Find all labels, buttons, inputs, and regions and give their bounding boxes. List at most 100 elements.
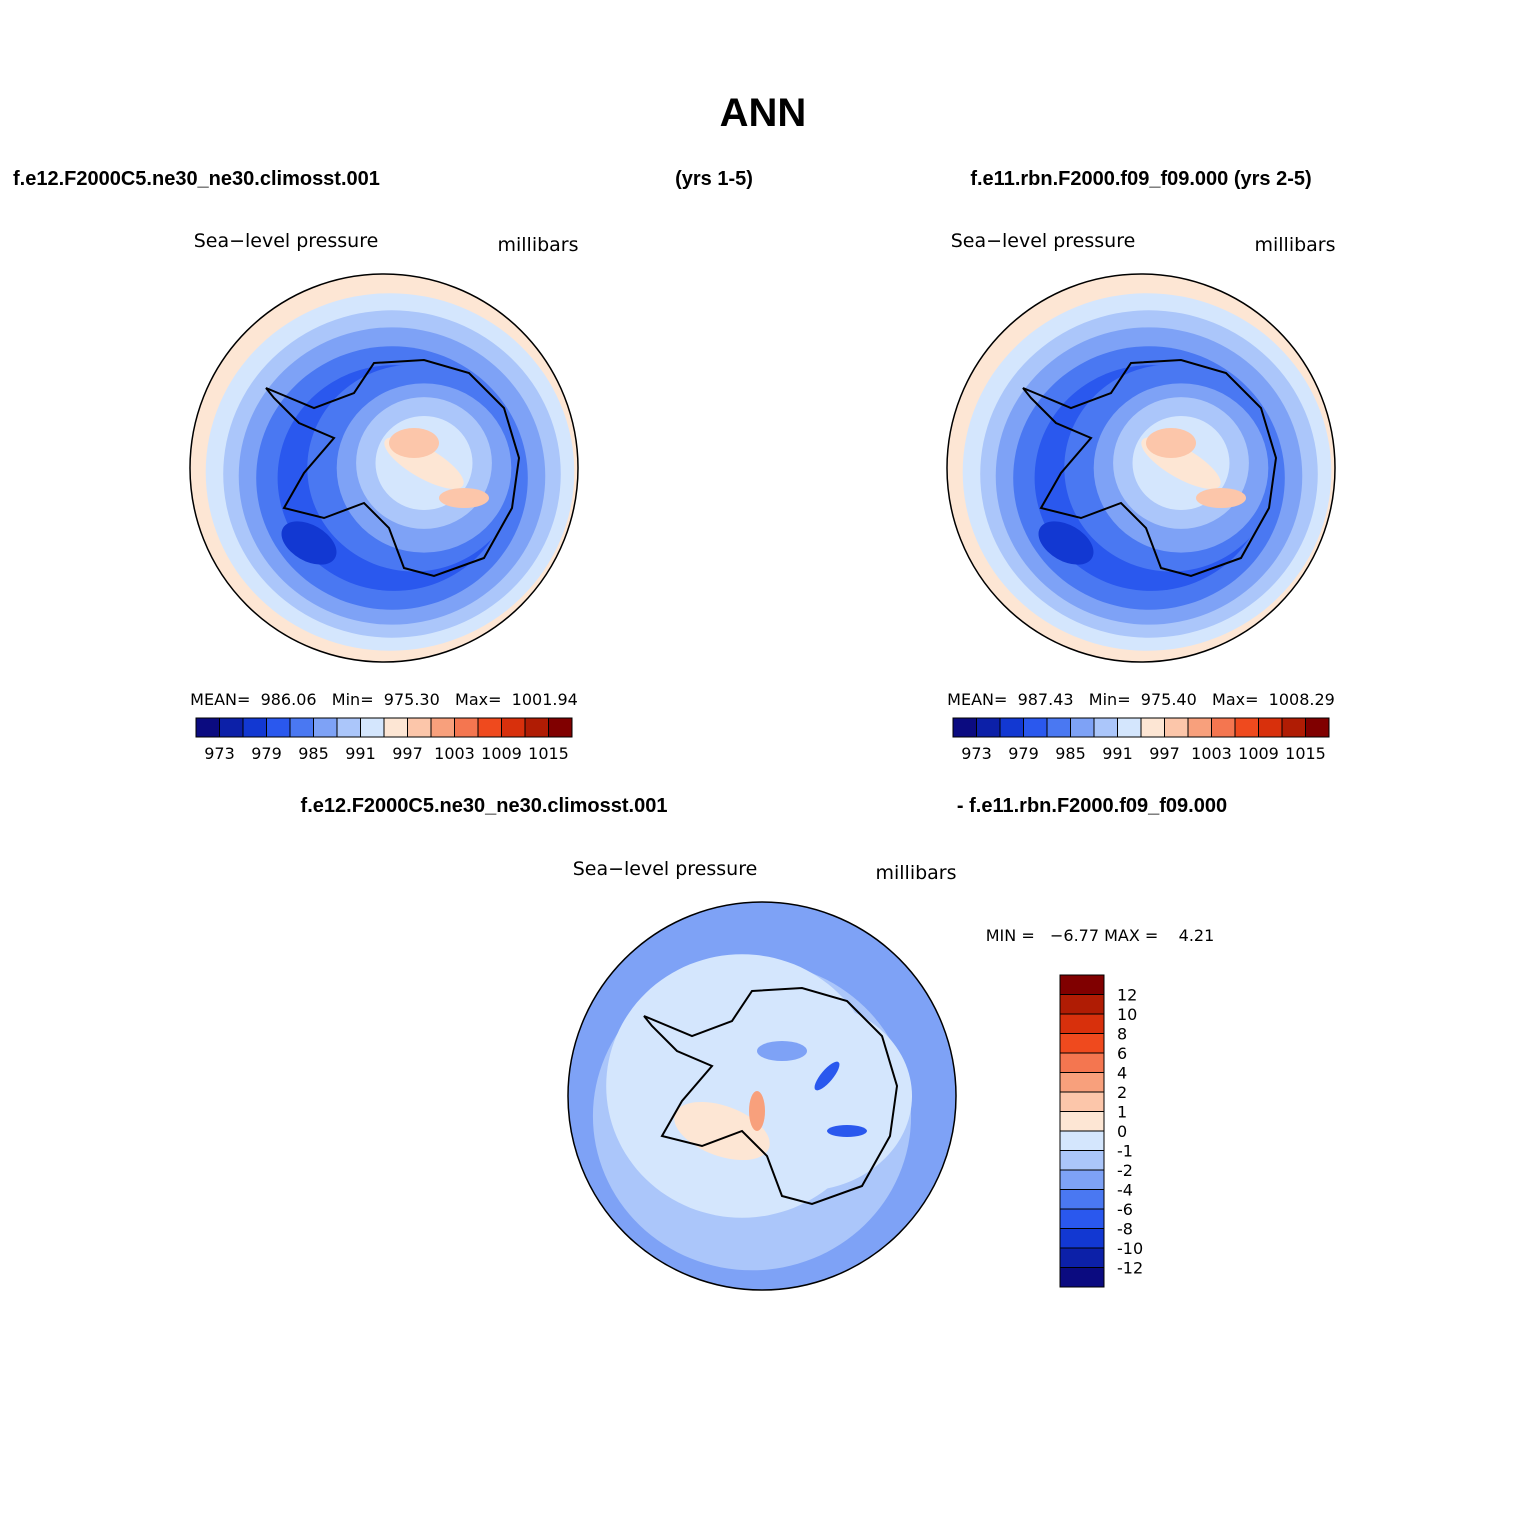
contour-blob (1196, 488, 1246, 508)
variable-label: Sea−level pressure (194, 230, 379, 252)
variable-label: Sea−level pressure (951, 230, 1136, 252)
map (190, 274, 578, 662)
colorbar-label: 2 (1117, 1083, 1127, 1102)
colorbar-box (1059, 1111, 1105, 1132)
colorbar-box (1187, 717, 1212, 738)
units-label: millibars (1254, 234, 1335, 256)
colorbar-box (1164, 717, 1189, 738)
colorbar-box (1234, 717, 1259, 738)
colorbar-label: -4 (1117, 1181, 1133, 1200)
colorbar-label: 973 (204, 744, 235, 763)
colorbar-label: 12 (1117, 986, 1137, 1005)
title: ANN (720, 91, 807, 135)
colorbar-label: -10 (1117, 1239, 1143, 1258)
colorbar-box (548, 717, 573, 738)
contour-blob (814, 1061, 840, 1091)
colorbar-label: 4 (1117, 1064, 1127, 1083)
colorbar-label: -6 (1117, 1200, 1133, 1219)
colorbar-label: -12 (1117, 1259, 1143, 1278)
colorbar-label: 6 (1117, 1044, 1127, 1063)
colorbar-box (1059, 1267, 1105, 1288)
map-border (946, 273, 1336, 663)
contour-blob (1038, 521, 1094, 565)
colorbar-box (1059, 1189, 1105, 1210)
colorbar-box (999, 717, 1024, 738)
colorbar-box (336, 717, 361, 738)
colorbar-box (1059, 1150, 1105, 1171)
colorbar-box (1059, 1169, 1105, 1190)
contour-blob (1146, 428, 1196, 458)
colorbar-box (952, 717, 977, 738)
colorbar-box (477, 717, 502, 738)
coastline (643, 986, 899, 1206)
colorbar-label: 997 (1149, 744, 1180, 763)
colorbar-box (195, 717, 220, 738)
colorbar-label: 1 (1117, 1103, 1127, 1122)
colorbar-box (407, 717, 432, 738)
colorbar-box (219, 717, 244, 738)
colorbar-label: 1003 (434, 744, 475, 763)
colorbar-label: 1015 (1285, 744, 1326, 763)
map-border (567, 901, 957, 1291)
colorbar-box (454, 717, 479, 738)
case-label: f.e11.rbn.F2000.f09_f09.000 (yrs 2-5) (970, 168, 1311, 190)
colorbar-box (1059, 1033, 1105, 1054)
colorbar-label: 985 (1055, 744, 1086, 763)
contour-blob (281, 521, 337, 565)
colorbar-box (1117, 717, 1142, 738)
colorbar-box (430, 717, 455, 738)
contour-blob (749, 1091, 765, 1131)
colorbar-label: 991 (345, 744, 376, 763)
colorbar-box (1023, 717, 1048, 738)
colorbar-box (1059, 1208, 1105, 1229)
colorbar-label: -1 (1117, 1142, 1133, 1161)
colorbar-label: 1015 (528, 744, 569, 763)
colorbar-box (266, 717, 291, 738)
colorbar-box (1305, 717, 1330, 738)
contour-blob (389, 428, 439, 458)
case-label: f.e12.F2000C5.ne30_ne30.climosst.001 (13, 168, 380, 190)
colorbar-label: 1003 (1191, 744, 1232, 763)
map (568, 902, 956, 1290)
colorbar-box (1258, 717, 1283, 738)
colorbar-box (1059, 1228, 1105, 1249)
colorbar-box (383, 717, 408, 738)
colorbar-label: -8 (1117, 1220, 1133, 1239)
contour-blob (692, 1001, 912, 1191)
colorbar-box (1059, 1052, 1105, 1073)
colorbar-label: -2 (1117, 1161, 1133, 1180)
colorbar-box (1281, 717, 1306, 738)
colorbar-label: 0 (1117, 1122, 1127, 1141)
colorbar-label: 979 (1008, 744, 1039, 763)
colorbar-label: 985 (298, 744, 329, 763)
case-label: - f.e11.rbn.F2000.f09_f09.000 (957, 795, 1227, 817)
units-label: millibars (875, 862, 956, 884)
colorbar-box (313, 717, 338, 738)
colorbar-label: 1009 (1238, 744, 1279, 763)
colorbar-box (501, 717, 526, 738)
colorbar-box (1059, 1130, 1105, 1151)
colorbar-label: 10 (1117, 1005, 1137, 1024)
colorbar-box (1059, 1072, 1105, 1093)
colorbar-box (1093, 717, 1118, 738)
stats: MEAN= 987.43 Min= 975.40 Max= 1008.29 (947, 690, 1335, 709)
colorbar-box (1059, 1247, 1105, 1268)
colorbar-box (242, 717, 267, 738)
colorbar-box (1059, 974, 1105, 995)
colorbar-box (1070, 717, 1095, 738)
coastline (265, 358, 521, 578)
colorbar-box (524, 717, 549, 738)
colorbar-label: 8 (1117, 1025, 1127, 1044)
variable-label: Sea−level pressure (573, 858, 758, 880)
colorbar-label: 997 (392, 744, 423, 763)
colorbar-box (1211, 717, 1236, 738)
colorbar-box (1059, 1013, 1105, 1034)
coastline (1022, 358, 1278, 578)
map-border (189, 273, 579, 663)
contour-blob (439, 488, 489, 508)
colorbar-box (1059, 994, 1105, 1015)
years-label: (yrs 1-5) (675, 168, 753, 190)
colorbar-box (1059, 1091, 1105, 1112)
contour-blob (757, 1041, 807, 1061)
